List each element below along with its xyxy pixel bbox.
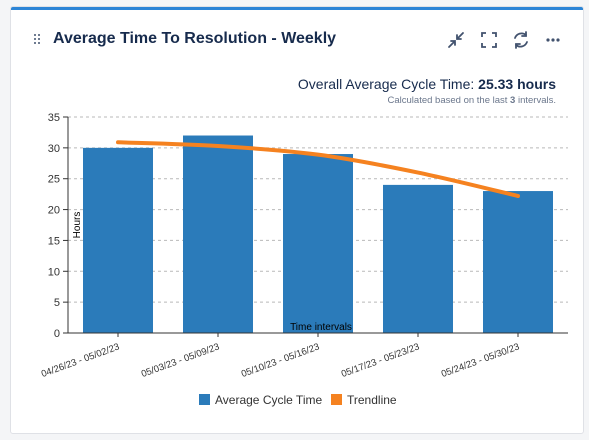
widget-accent-bar [11, 7, 583, 10]
y-tick-label: 35 [48, 112, 60, 124]
y-tick-label: 0 [54, 328, 60, 340]
drag-handle-icon[interactable] [34, 34, 42, 46]
trendline-path [116, 140, 520, 198]
y-tick-label: 25 [48, 174, 60, 186]
x-tick-label: 05/24/23 - 05/30/23 [440, 341, 521, 380]
y-tick-label: 10 [48, 266, 60, 278]
refresh-icon[interactable] [510, 29, 532, 51]
x-tick-label: 04/26/23 - 05/02/23 [40, 341, 121, 380]
legend-swatch-cycle-time [199, 394, 210, 405]
y-tick-label: 30 [48, 143, 60, 155]
legend-swatch-trendline [331, 394, 342, 405]
cycle-time-chart: 0 5 10 15 20 25 30 35 04/26/23 - 05/02/23 05/03/2… [40, 112, 568, 407]
overall-average: Overall Average Cycle Time: 25.33 hours [298, 76, 556, 92]
y-axis-label: Hours [72, 212, 83, 239]
widget-card: Average Time To Resolution - Weekly Over… [10, 6, 584, 434]
bar [483, 191, 553, 333]
bar [183, 135, 253, 333]
x-axis-label: Time intervals [290, 322, 352, 333]
x-tick-label: 05/17/23 - 05/23/23 [340, 341, 421, 380]
collapse-arrows-icon[interactable] [445, 29, 467, 51]
x-tick-label: 05/10/23 - 05/16/23 [240, 341, 321, 380]
y-tick-label: 15 [48, 235, 60, 247]
calculation-note-suffix: intervals. [517, 95, 556, 106]
widget-title: Average Time To Resolution - Weekly [53, 30, 337, 47]
legend-label-trendline: Trendline [347, 393, 397, 407]
y-tick-label: 20 [48, 205, 60, 217]
x-tick-label: 05/03/23 - 05/09/23 [140, 341, 221, 380]
y-tick-label: 5 [54, 297, 60, 309]
bar [283, 154, 353, 333]
overall-average-label: Overall Average Cycle Time: [297, 76, 475, 92]
overall-average-value: 25.33 hours [478, 76, 556, 92]
fullscreen-icon[interactable] [478, 29, 500, 51]
legend-label-cycle-time: Average Cycle Time [215, 393, 322, 407]
more-dots-icon[interactable] [542, 29, 564, 51]
bar [83, 147, 153, 333]
calculation-note-prefix: Calculated based on the last [387, 95, 508, 106]
calculation-note-count: 3 [510, 95, 516, 106]
calculation-note: Calculated based on the last 3 intervals… [388, 95, 556, 106]
bar [383, 184, 453, 333]
